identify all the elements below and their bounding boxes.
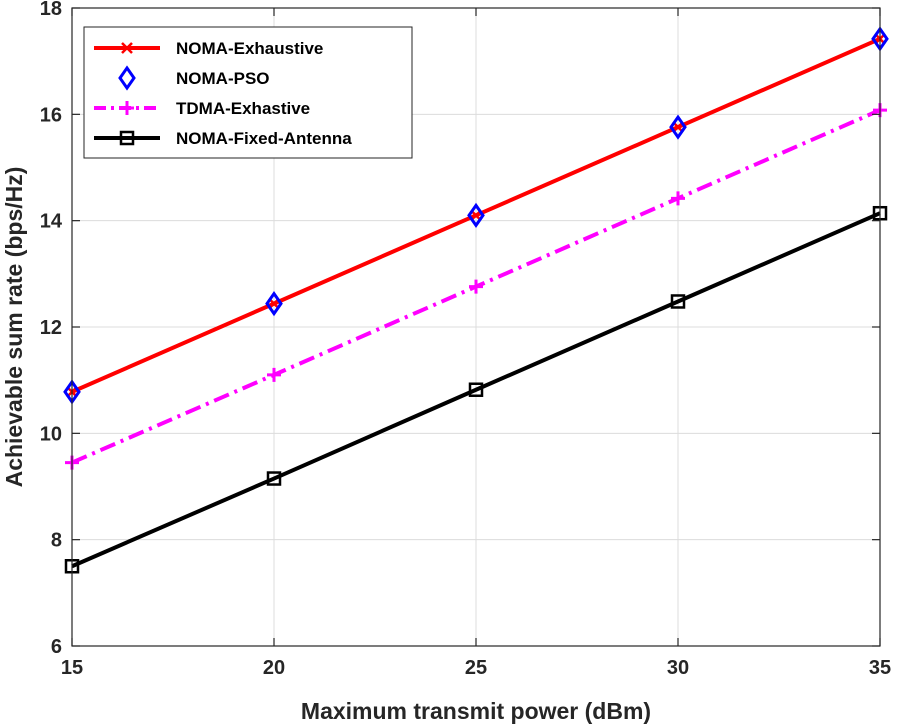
tick-layer: 15 20 25 30 35 6 8 10 12 14 16 18 xyxy=(40,0,891,679)
data-point xyxy=(467,202,485,228)
y-tick-label: 16 xyxy=(40,104,62,126)
data-point xyxy=(671,191,685,206)
y-tick-label: 10 xyxy=(40,423,62,445)
x-tick-label: 35 xyxy=(869,657,891,679)
legend-label: NOMA-Fixed-Antenna xyxy=(176,129,352,148)
data-point xyxy=(670,294,686,309)
y-tick-label: 8 xyxy=(51,530,62,552)
data-point xyxy=(468,382,484,397)
legend-entry: NOMA-PSO xyxy=(118,65,270,91)
legend-label: TDMA-Exhastive xyxy=(176,99,310,118)
legend-label: NOMA-Exhaustive xyxy=(176,39,323,58)
x-axis-title: Maximum transmit power (dBm) xyxy=(301,698,651,724)
legend-entry: NOMA-Fixed-Antenna xyxy=(94,129,352,148)
data-point xyxy=(469,279,483,294)
series-line xyxy=(71,211,881,569)
data-point xyxy=(265,290,283,317)
legend-entry: TDMA-Exhastive xyxy=(94,99,310,118)
series-layer xyxy=(63,26,889,574)
legend-marker xyxy=(119,130,135,146)
data-point xyxy=(669,114,687,140)
legend: NOMA-Exhaustive NOMA-PSO TDMA-Exhastive NOM… xyxy=(83,26,413,159)
data-point xyxy=(267,367,281,382)
legend-label: NOMA-PSO xyxy=(176,69,270,88)
legend-entry: NOMA-Exhaustive xyxy=(94,39,323,58)
x-tick-label: 30 xyxy=(667,657,689,679)
y-tick-label: 18 xyxy=(40,0,62,20)
x-tick-label: 20 xyxy=(263,657,285,679)
y-tick-label: 14 xyxy=(40,211,63,233)
y-tick-label: 12 xyxy=(40,317,62,339)
legend-marker xyxy=(121,42,133,54)
x-tick-label: 15 xyxy=(61,657,83,679)
data-point xyxy=(266,471,282,486)
y-axis-title: Achievable sum rate (bps/Hz) xyxy=(1,167,27,488)
y-tick-label: 6 xyxy=(51,636,62,658)
x-tick-label: 25 xyxy=(465,657,487,679)
legend-marker xyxy=(120,101,134,115)
legend-marker xyxy=(118,65,136,91)
